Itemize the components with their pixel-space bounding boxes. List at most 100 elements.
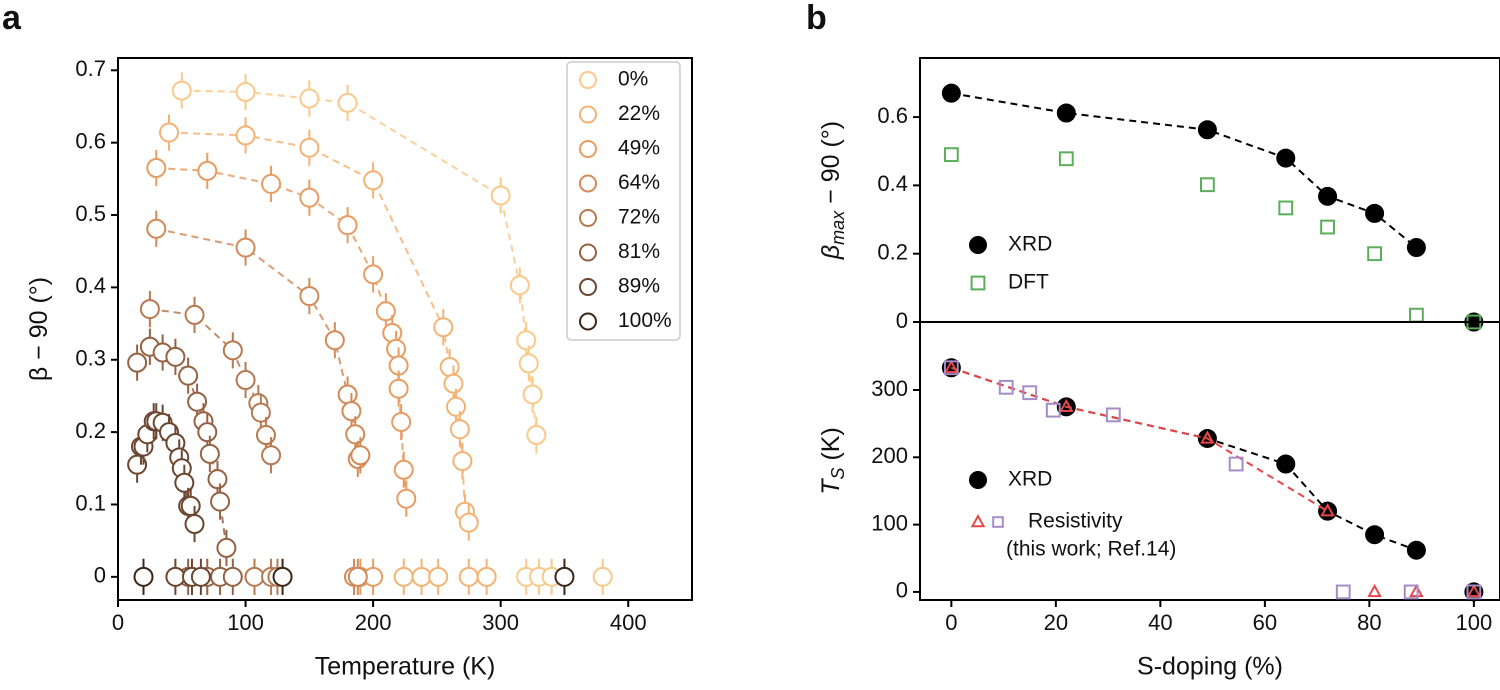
marker xyxy=(522,384,543,405)
marker xyxy=(393,566,414,587)
legend-label: 49% xyxy=(618,137,660,160)
marker xyxy=(509,275,530,296)
marker xyxy=(943,147,959,163)
marker xyxy=(943,360,959,376)
y-tick-label: 300 xyxy=(871,376,908,401)
marker xyxy=(446,396,467,417)
marker xyxy=(433,317,454,338)
marker xyxy=(197,160,218,181)
panel-label: a xyxy=(2,0,22,37)
y-axis-label-main: β − 90 (°) xyxy=(25,277,53,381)
axes-frame xyxy=(117,57,693,601)
marker xyxy=(187,391,208,412)
marker xyxy=(127,352,148,373)
marker xyxy=(1045,402,1061,418)
marker xyxy=(458,512,479,533)
marker xyxy=(190,566,211,587)
marker xyxy=(184,514,205,535)
legend-label: 0% xyxy=(618,68,648,91)
marker xyxy=(518,353,539,374)
fit-curve xyxy=(951,366,1329,513)
marker xyxy=(449,419,470,440)
marker xyxy=(452,451,473,472)
axes-frame xyxy=(919,57,1500,323)
marker xyxy=(458,566,479,587)
marker xyxy=(1406,540,1426,560)
marker xyxy=(345,424,366,445)
x-tick-label: 0 xyxy=(112,610,124,635)
y-tick-label: 0.2 xyxy=(75,418,106,443)
x-axis-label: S-doping (%) xyxy=(1137,653,1283,681)
marker xyxy=(396,488,417,509)
legend-label: 64% xyxy=(618,171,660,194)
y-axis-label: β − 90 (°) xyxy=(25,277,53,381)
marker xyxy=(992,516,1004,528)
marker xyxy=(180,495,201,516)
marker xyxy=(250,402,271,423)
fit-curve xyxy=(156,166,408,499)
marker xyxy=(970,275,986,291)
marker xyxy=(1199,177,1215,193)
y-axis-label: βmax − 90 (°) xyxy=(817,121,848,260)
marker xyxy=(174,472,195,493)
marker xyxy=(337,384,358,405)
y-tick-label: 0.1 xyxy=(75,490,106,515)
marker xyxy=(1335,584,1351,600)
marker xyxy=(244,566,265,587)
marker xyxy=(341,401,362,422)
marker xyxy=(199,443,220,464)
marker xyxy=(235,82,256,103)
marker xyxy=(969,236,987,254)
marker xyxy=(222,566,243,587)
marker xyxy=(1278,200,1294,216)
marker xyxy=(171,80,192,101)
y-tick-label: 0.7 xyxy=(75,56,106,81)
fit-curve xyxy=(181,89,538,436)
marker xyxy=(1056,103,1076,123)
x-tick-label: 20 xyxy=(1044,610,1068,635)
marker xyxy=(299,286,320,307)
marker xyxy=(969,471,987,489)
marker xyxy=(222,340,243,361)
marker xyxy=(337,215,358,236)
marker xyxy=(391,411,412,432)
marker xyxy=(261,445,282,466)
y-axis-label-tail: (K) xyxy=(817,427,845,467)
marker xyxy=(197,422,218,443)
marker xyxy=(1318,186,1338,206)
marker xyxy=(1403,584,1419,600)
legend-label: 22% xyxy=(618,102,660,125)
marker xyxy=(255,425,276,446)
y-tick-label: 0.3 xyxy=(75,346,106,371)
marker xyxy=(490,185,511,206)
marker xyxy=(165,346,186,367)
marker xyxy=(1409,583,1424,598)
marker xyxy=(165,566,186,587)
marker xyxy=(592,566,613,587)
marker xyxy=(299,88,320,109)
fit-curve xyxy=(168,131,470,523)
panel-label: b xyxy=(806,0,827,37)
marker xyxy=(350,445,371,466)
y-axis-label-main: β xyxy=(817,245,845,260)
marker xyxy=(1466,584,1482,600)
y-tick-label: 200 xyxy=(871,443,908,468)
marker xyxy=(1059,398,1074,413)
y-axis-label-tail: − 90 (°) xyxy=(817,121,845,211)
marker xyxy=(235,370,256,391)
y-tick-label: 0.4 xyxy=(877,171,908,196)
x-tick-label: 40 xyxy=(1148,610,1172,635)
y-tick-label: 0 xyxy=(94,563,106,588)
marker xyxy=(516,330,537,351)
marker xyxy=(443,373,464,394)
legend-note: (this work; Ref.14) xyxy=(1006,538,1176,561)
x-tick-label: 200 xyxy=(355,610,392,635)
marker xyxy=(178,365,199,386)
x-axis-label: Temperature (K) xyxy=(315,653,496,681)
marker xyxy=(526,425,547,446)
marker xyxy=(235,125,256,146)
marker xyxy=(1022,385,1038,401)
legend-label: 81% xyxy=(618,240,660,263)
marker xyxy=(299,137,320,158)
